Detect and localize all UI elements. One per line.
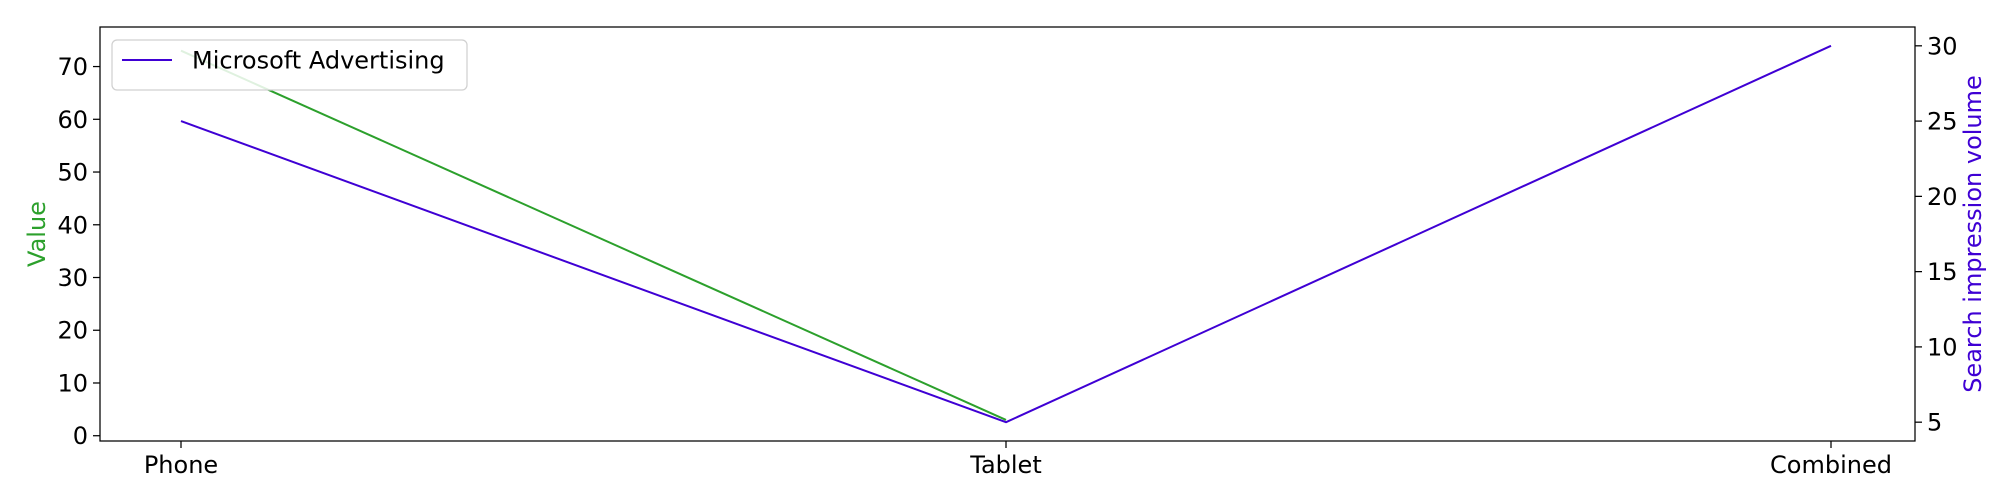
- right-y-axis-title: Search impression volume: [1959, 75, 1987, 393]
- left-y-axis-title: Value: [23, 201, 51, 267]
- left-y-tick-label: 60: [57, 106, 88, 134]
- right-y-tick-label: 30: [1927, 32, 1958, 60]
- right-y-tick-label: 25: [1927, 108, 1958, 136]
- left-y-tick-label: 40: [57, 211, 88, 239]
- plot-frame: [99, 26, 1916, 442]
- series-line-microsoft-advertising: [180, 44, 1832, 424]
- left-y-tick-label: 30: [57, 264, 88, 292]
- left-y-tick-label: 20: [57, 317, 88, 345]
- left-y-tick-label: 10: [57, 369, 88, 397]
- right-y-tick-label: 15: [1927, 258, 1958, 286]
- x-tick-label: Phone: [144, 451, 218, 479]
- right-y-tick-label: 5: [1927, 409, 1942, 437]
- x-tick-label: Tablet: [969, 451, 1041, 479]
- right-y-tick-label: 20: [1927, 183, 1958, 211]
- left-y-tick-label: 0: [73, 422, 88, 450]
- plot-area: [180, 44, 1832, 424]
- axes: Phone Tablet Combined 0 10 20 30 40 50 60 70 5 10 15 2…: [23, 26, 1987, 479]
- series-line-series-1: [180, 49, 1007, 421]
- x-tick-label: Combined: [1770, 451, 1892, 479]
- left-y-tick-label: 50: [57, 159, 88, 187]
- right-y-tick-label: 10: [1927, 333, 1958, 361]
- legend-box: [111, 39, 468, 91]
- left-y-tick-label: 70: [57, 53, 88, 81]
- legend: Microsoft Advertising: [111, 39, 468, 91]
- legend-label: Microsoft Advertising: [192, 47, 445, 75]
